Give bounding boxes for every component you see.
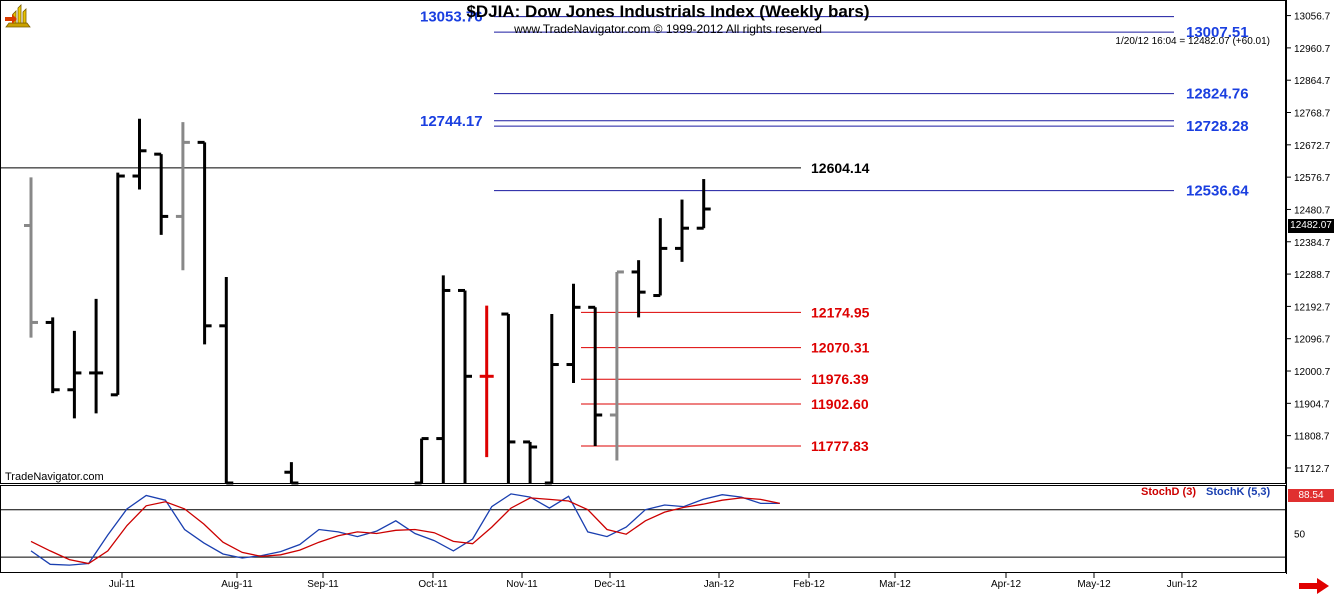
level-label: 12728.28 xyxy=(1186,118,1249,135)
level-label: 11976.39 xyxy=(811,371,869,387)
x-tick-label: Aug-11 xyxy=(221,579,253,590)
y-tick-label: 11808.7 xyxy=(1294,432,1330,443)
oscillator-tick-label: 50 xyxy=(1294,529,1306,540)
x-tick-label: Mar-12 xyxy=(879,579,911,590)
brand-watermark: TradeNavigator.com xyxy=(5,471,104,483)
level-label: 11777.83 xyxy=(811,438,869,454)
copyright-subtitle: www.TradeNavigator.com © 1999-2012 All r… xyxy=(514,22,822,36)
y-tick-label: 12192.7 xyxy=(1294,302,1331,313)
stochk-legend: StochK (5,3) xyxy=(1206,486,1271,498)
x-tick-label: Jan-12 xyxy=(704,579,735,590)
x-tick-label: Sep-11 xyxy=(307,579,339,590)
level-label: 12824.76 xyxy=(1186,86,1249,103)
level-label: 13053.76 xyxy=(420,9,483,26)
y-tick-label: 12000.7 xyxy=(1294,367,1331,378)
x-tick-label: Nov-11 xyxy=(506,579,538,590)
month-axis: Jul-11 Aug-11 Sep-11 Oct-11 Nov-11 Dec-11 Jan-… xyxy=(109,573,1198,590)
y-tick-label: 12288.7 xyxy=(1294,270,1331,281)
level-label: 12536.64 xyxy=(1186,183,1249,200)
level-label: 12174.95 xyxy=(811,304,870,320)
y-tick-label: 11904.7 xyxy=(1294,399,1330,410)
y-tick-label: 13056.7 xyxy=(1294,12,1331,23)
last-price-marker: 12482.07 xyxy=(1288,219,1334,233)
last-quote-readout: 1/20/12 16:04 = 12482.07 (+60.01) xyxy=(1115,36,1270,47)
y-tick-label: 12672.7 xyxy=(1294,141,1331,152)
level-label: 12744.17 xyxy=(420,113,483,130)
x-tick-label: Dec-11 xyxy=(594,579,626,590)
stochk-line xyxy=(30,493,780,566)
y-tick-label: 12384.7 xyxy=(1294,238,1331,249)
horizontal-levels: 13053.76 13007.51 12824.76 12744.17 12728.28… xyxy=(0,9,1249,454)
oscillator-last-value: 88.54 xyxy=(1288,489,1334,502)
price-axis: 13056.7 12960.7 12864.7 12768.7 12672.7 12576… xyxy=(1286,12,1331,475)
trade-navigator-logo-icon[interactable] xyxy=(5,4,31,28)
price-pane-frame xyxy=(0,0,1286,484)
y-tick-label: 12576.7 xyxy=(1294,173,1331,184)
x-tick-label: Feb-12 xyxy=(793,579,825,590)
level-label: 12070.31 xyxy=(811,340,870,356)
x-tick-label: Jul-11 xyxy=(109,579,136,590)
y-tick-label: 11712.7 xyxy=(1294,464,1330,475)
oscillator-pane-frame xyxy=(0,485,1286,573)
x-tick-label: May-12 xyxy=(1077,579,1111,590)
stochastic-pane: 10050 xyxy=(0,490,1311,566)
ohlc-bars xyxy=(24,118,711,485)
y-tick-label: 12096.7 xyxy=(1294,335,1331,346)
level-label: 12604.14 xyxy=(811,160,870,176)
y-tick-label: 12960.7 xyxy=(1294,44,1331,55)
chart-title: $DJIA: Dow Jones Industrials Index (Week… xyxy=(466,2,870,21)
level-label: 11902.60 xyxy=(811,396,869,412)
stochd-line xyxy=(30,497,780,565)
x-tick-label: Apr-12 xyxy=(991,579,1021,590)
x-tick-label: Oct-11 xyxy=(418,579,448,590)
stochd-legend: StochD (3) xyxy=(1141,486,1196,498)
y-tick-label: 12768.7 xyxy=(1294,109,1331,120)
y-tick-label: 12480.7 xyxy=(1294,205,1331,216)
y-tick-label: 12864.7 xyxy=(1294,76,1331,87)
level-label: 13007.51 xyxy=(1186,24,1249,41)
red-arrow-right-icon[interactable] xyxy=(1299,578,1329,594)
x-tick-label: Jun-12 xyxy=(1167,579,1198,590)
